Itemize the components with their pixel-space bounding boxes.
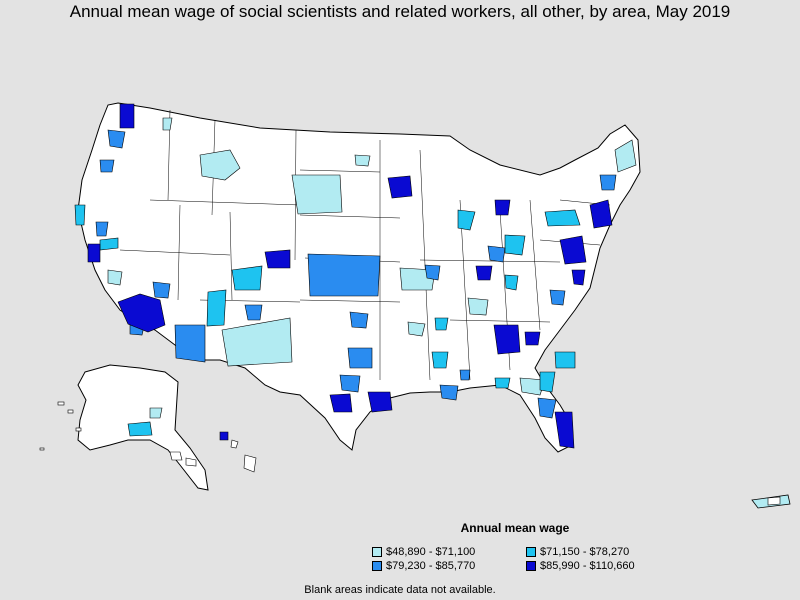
tier-1-areas	[107, 117, 637, 396]
legend-item-tier-4: $85,990 - $110,660	[526, 560, 635, 572]
legend-swatch-tier-4	[526, 561, 536, 571]
hawaii-islands	[169, 431, 257, 473]
legend-item-tier-3: $79,230 - $85,770	[372, 560, 475, 572]
legend-label-tier-1: $48,890 - $71,100	[386, 546, 476, 558]
alaska-region-fairbanks	[149, 407, 163, 419]
legend-item-tier-1: $48,890 - $71,100	[372, 546, 475, 558]
legend-label-tier-3: $79,230 - $85,770	[386, 560, 476, 572]
puerto-rico-region	[767, 496, 781, 506]
tier-4-areas	[87, 103, 613, 449]
alaska-region-anchorage	[127, 421, 153, 437]
legend-swatch-tier-3	[372, 561, 382, 571]
legend-label-tier-4: $85,990 - $110,660	[540, 560, 635, 572]
aleutian-islands	[39, 401, 82, 451]
map-title: Annual mean wage of social scientists an…	[69, 2, 731, 21]
legend-item-tier-2: $71,150 - $78,270	[526, 546, 629, 558]
legend-swatch-tier-2	[526, 547, 536, 557]
legend-label-tier-2: $71,150 - $78,270	[540, 546, 630, 558]
legend-swatch-tier-1	[372, 547, 382, 557]
data-availability-note: Blank areas indicate data not available.	[304, 584, 496, 596]
legend-title: Annual mean wage	[460, 521, 570, 535]
